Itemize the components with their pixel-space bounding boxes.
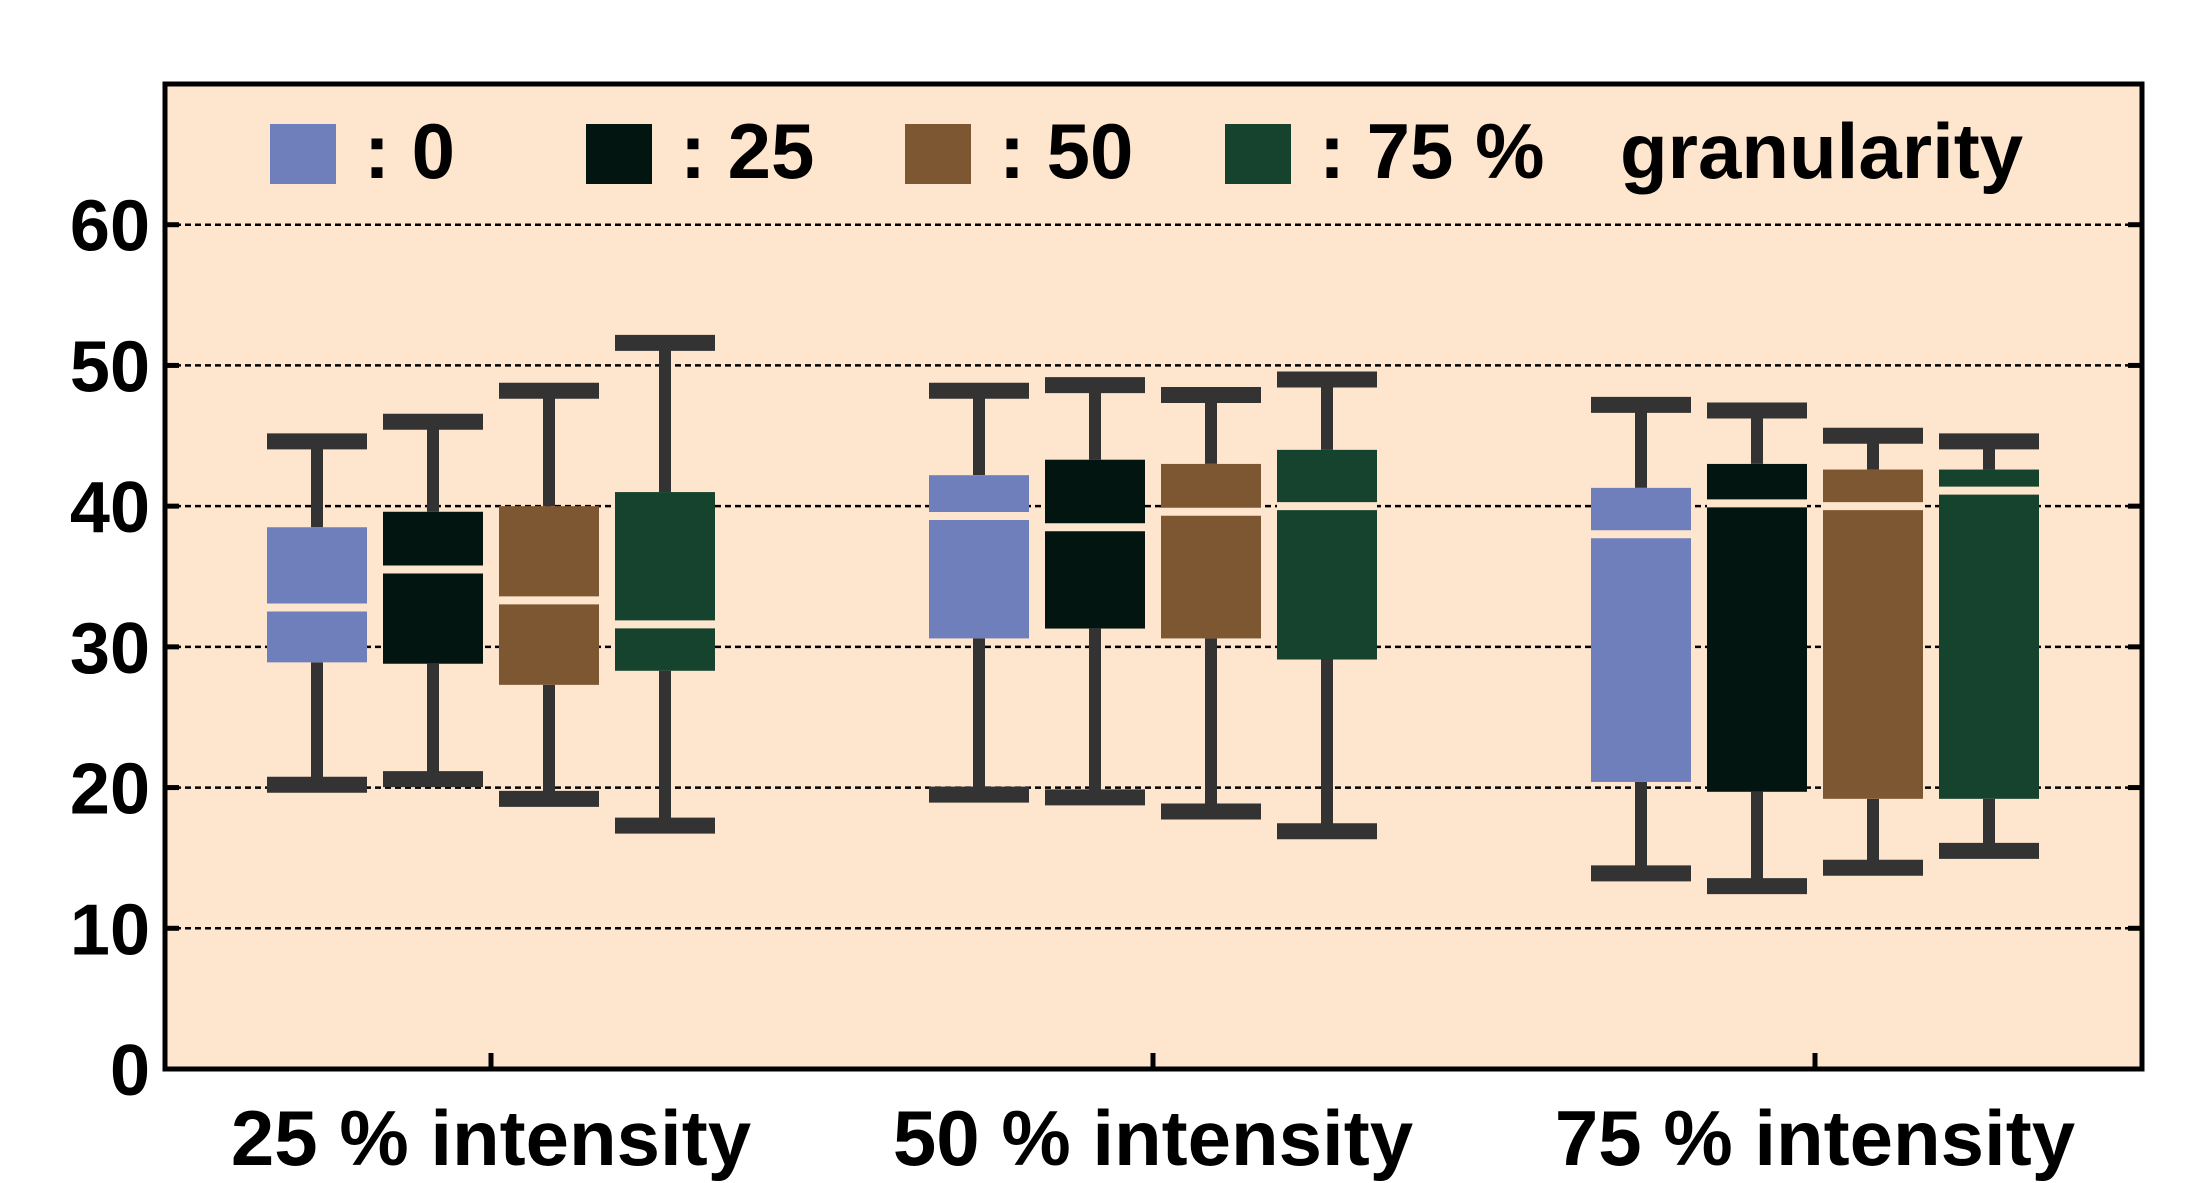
box-group [1277,371,1377,840]
legend: : 0 : 25 : 50 : 75 % granularity [270,107,2023,195]
box-iqr [267,527,367,663]
y-axis: 0 10 20 30 40 50 60 [70,187,2142,1111]
box-iqr [929,475,1029,639]
legend-label: : 75 % [1319,107,1544,195]
box-group [499,382,599,807]
legend-swatch [1225,124,1291,184]
y-tick-label: 20 [70,750,150,830]
box-group [383,413,483,788]
box-iqr [383,511,483,664]
y-tick-label: 10 [70,890,150,970]
boxes [267,334,2039,895]
box-group [1939,433,2039,859]
box-iqr [1277,449,1377,660]
plot-background [165,84,2142,1069]
legend-swatch [586,124,652,184]
x-category-label: 25 % intensity [231,1094,751,1182]
y-tick-label: 0 [110,1031,150,1111]
y-tick-label: 60 [70,187,150,267]
x-category-label: 75 % intensity [1555,1094,2075,1182]
legend-swatch [905,124,971,184]
x-category-label: 50 % intensity [893,1094,1413,1182]
legend-label: : 50 [999,107,1133,195]
y-tick-label: 50 [70,327,150,407]
box-group [929,382,1029,803]
y-tick-label: 40 [70,468,150,548]
box-group [1823,427,1923,876]
box-iqr [1045,459,1145,629]
box-iqr [1161,463,1261,639]
box-iqr [499,506,599,685]
x-axis: 25 % intensity 50 % intensity 75 % intensi… [231,1053,2075,1182]
box-group [1045,377,1145,806]
legend-swatch [270,124,336,184]
box-group [1161,386,1261,820]
box-iqr [1823,469,1923,799]
box-iqr [615,492,715,671]
legend-label: : 25 [680,107,814,195]
box-group [1591,396,1691,882]
legend-suffix: granularity [1620,107,2023,195]
box-iqr [1939,469,2039,799]
box-iqr [1707,463,1807,792]
box-group [1707,402,1807,895]
box-group [267,433,367,793]
y-tick-label: 30 [70,609,150,689]
legend-label: : 0 [364,107,455,195]
box-group [615,334,715,834]
